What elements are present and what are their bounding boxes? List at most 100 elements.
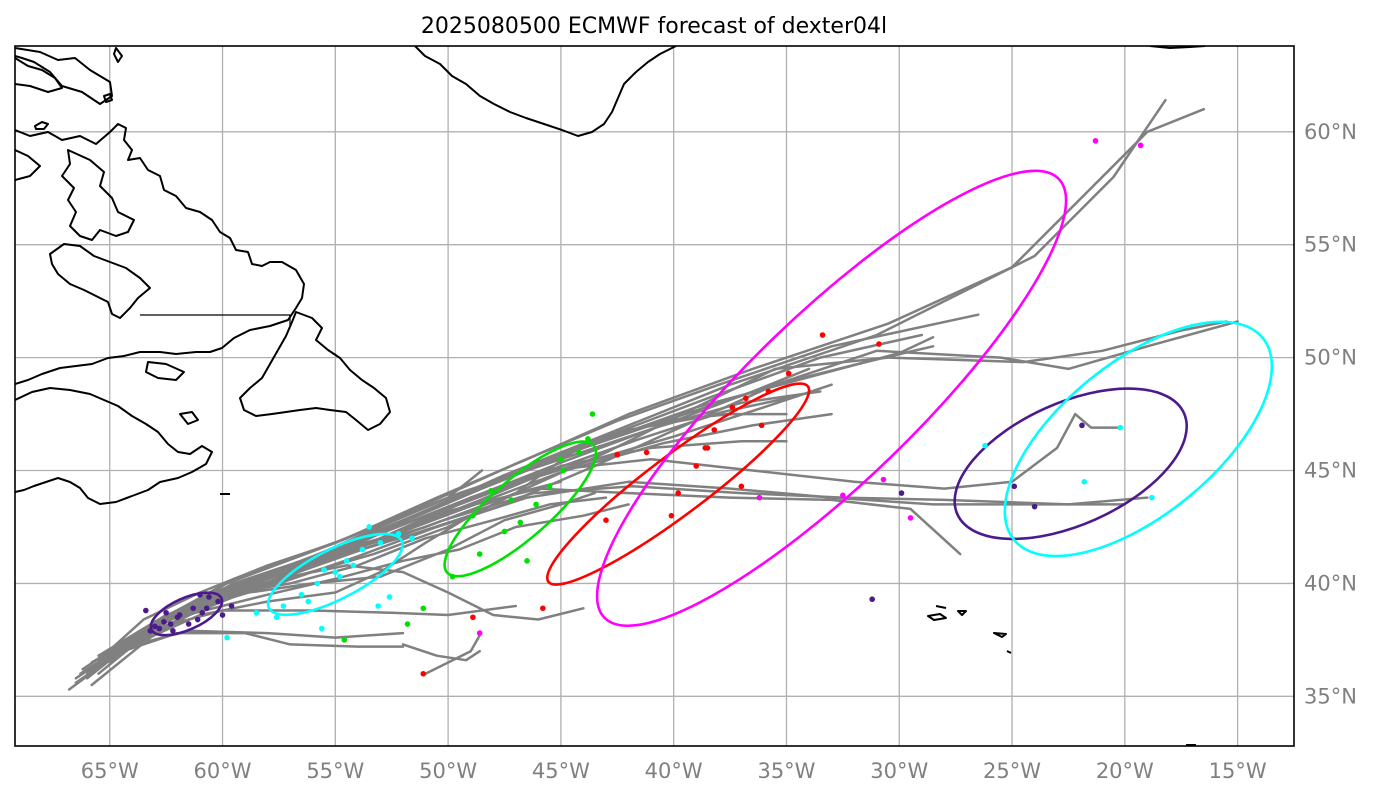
forecast-position-marker xyxy=(729,404,736,411)
forecast-position-marker xyxy=(156,625,163,632)
uncertainty-ellipse xyxy=(266,532,404,617)
forecast-position-marker xyxy=(1092,138,1099,144)
lat-tick-label: 40°N xyxy=(1304,571,1357,595)
forecast-position-marker xyxy=(280,603,287,609)
lat-tick-label: 55°N xyxy=(1304,233,1357,257)
forecast-position-marker xyxy=(585,436,591,442)
province-border xyxy=(140,314,291,326)
uncertainty-ellipse xyxy=(1003,320,1274,558)
forecast-position-marker xyxy=(228,603,235,609)
forecast-position-marker xyxy=(508,497,515,503)
forecast-position-marker xyxy=(1079,422,1085,429)
forecast-position-marker xyxy=(420,670,427,677)
longitude-tick-labels: 65°W 60°W 55°W 50°W 45°W 40°W 35°W 30°W 25°W 20°W… xyxy=(81,759,1267,783)
forecast-position-marker xyxy=(343,558,350,564)
uncertainty-ellipse xyxy=(595,169,1068,628)
coastline-pei xyxy=(179,411,199,425)
coastline-lake xyxy=(145,361,185,381)
forecast-position-marker xyxy=(704,445,711,451)
forecast-position-marker xyxy=(350,562,357,569)
forecast-position-marker xyxy=(898,490,905,496)
forecast-position-marker xyxy=(194,616,201,623)
forecast-position-marker xyxy=(614,451,621,458)
forecast-position-marker xyxy=(876,341,882,347)
map-area xyxy=(14,45,1295,747)
map-background xyxy=(15,46,1294,746)
forecast-position-marker xyxy=(163,609,169,616)
forecast-position-marker xyxy=(533,501,539,508)
forecast-position-marker xyxy=(880,476,887,483)
coastline-island-north-1 xyxy=(34,121,49,130)
coastline-baffin-south xyxy=(15,57,63,93)
forecast-position-marker xyxy=(501,528,508,535)
forecast-position-marker xyxy=(1011,483,1018,490)
lat-tick-label: 60°N xyxy=(1304,120,1357,144)
forecast-position-marker xyxy=(305,598,312,605)
lon-tick-label: 15°W xyxy=(1209,759,1267,783)
lon-tick-label: 65°W xyxy=(81,759,139,783)
ensemble-track xyxy=(108,107,1206,657)
uncertainty-ellipse xyxy=(443,440,598,578)
forecast-position-marker xyxy=(219,612,226,618)
lon-tick-label: 35°W xyxy=(757,759,815,783)
forecast-position-marker xyxy=(470,614,476,621)
coastline-island-north-2 xyxy=(103,93,113,103)
lat-tick-label: 50°N xyxy=(1304,346,1357,370)
forecast-position-marker xyxy=(1031,503,1038,510)
forecast-position-marker xyxy=(203,605,210,612)
forecast-position-marker xyxy=(1149,494,1155,501)
forecast-position-marker xyxy=(1081,479,1088,485)
lon-tick-label: 50°W xyxy=(419,759,477,783)
coastlines xyxy=(15,46,1206,746)
forecast-position-marker xyxy=(785,370,792,377)
forecast-position-marker xyxy=(314,580,321,587)
lon-tick-label: 30°W xyxy=(870,759,928,783)
forecast-position-marker xyxy=(366,524,372,530)
forecast-position-marker xyxy=(206,594,212,600)
graticule xyxy=(15,46,1294,746)
forecast-position-marker xyxy=(476,551,483,557)
lon-tick-label: 60°W xyxy=(194,759,252,783)
uncertainty-ellipses xyxy=(149,169,1274,637)
coastline-island-north-3 xyxy=(113,47,123,63)
coastline-anticosti-region xyxy=(49,243,151,319)
forecast-position-marker xyxy=(199,609,206,616)
lon-tick-label: 40°W xyxy=(645,759,703,783)
forecast-position-marker xyxy=(147,628,154,634)
lon-tick-label: 25°W xyxy=(983,759,1041,783)
forecast-position-marker xyxy=(341,637,348,643)
forecast-position-marker xyxy=(420,605,427,612)
forecast-position-marker xyxy=(517,519,524,526)
forecast-position-marker xyxy=(167,621,174,627)
forecast-position-marker xyxy=(337,573,343,580)
forecast-position-marker xyxy=(1117,424,1124,431)
forecast-position-marker xyxy=(558,456,564,463)
lat-tick-label: 35°N xyxy=(1304,684,1357,708)
forecast-position-marker xyxy=(840,492,846,499)
forecast-position-marker xyxy=(488,488,494,494)
forecast-position-marker xyxy=(643,449,650,456)
forecast-position-marker xyxy=(982,442,988,449)
forecast-position-marker xyxy=(170,628,176,634)
coastline-gulf xyxy=(15,387,213,505)
forecast-position-marker xyxy=(185,621,192,627)
forecast-position-marker xyxy=(869,596,875,603)
forecast-position-marker xyxy=(224,634,230,641)
ensemble-track xyxy=(97,469,484,662)
chart-title: 2025080500 ECMWF forecast of dexter04l xyxy=(421,14,887,39)
forecast-position-marker xyxy=(176,612,183,618)
ensemble-track xyxy=(108,412,732,655)
forecast-position-marker xyxy=(576,449,582,456)
forecast-position-marker xyxy=(560,467,566,474)
forecast-position-marker xyxy=(395,530,402,537)
coastline-azores-2 xyxy=(935,605,947,609)
forecast-positions xyxy=(143,138,1155,677)
coastline-azores-1 xyxy=(927,613,947,621)
ensemble-track xyxy=(85,480,563,675)
uncertainty-ellipse xyxy=(953,387,1189,541)
forecast-position-marker xyxy=(540,605,546,612)
forecast-position-marker xyxy=(546,483,553,490)
forecast-position-marker xyxy=(404,621,411,627)
coastline-ungava xyxy=(61,149,135,241)
